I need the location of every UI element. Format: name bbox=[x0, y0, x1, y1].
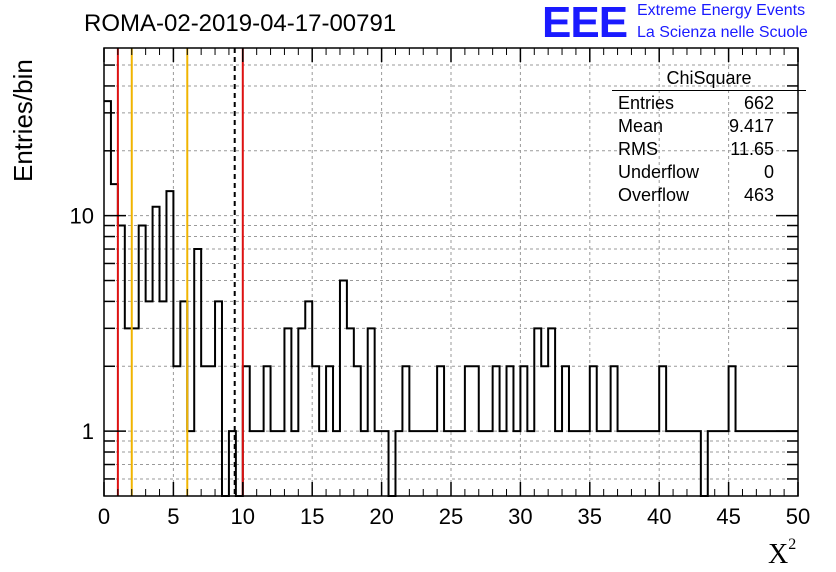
stats-label: Underflow bbox=[618, 162, 700, 182]
y-axis-label: Entries/bin bbox=[8, 59, 38, 182]
x-tick-label: 50 bbox=[786, 504, 810, 529]
stats-row-entries: Entries 662 bbox=[618, 92, 774, 115]
stats-box: ChiSquare Entries 662 Mean 9.417 RMS 11.… bbox=[612, 66, 806, 205]
y-tick-label: 10 bbox=[70, 204, 94, 229]
stats-row-mean: Mean 9.417 bbox=[618, 115, 774, 138]
x-tick-label: 30 bbox=[508, 504, 532, 529]
x-tick-label: 15 bbox=[300, 504, 324, 529]
x-tick-label: 25 bbox=[439, 504, 463, 529]
stats-divider bbox=[612, 90, 806, 91]
stats-row-overflow: Overflow 463 bbox=[618, 184, 774, 207]
x-tick-label: 45 bbox=[716, 504, 740, 529]
stats-row-underflow: Underflow 0 bbox=[618, 161, 774, 184]
x-tick-label: 20 bbox=[369, 504, 393, 529]
x-tick-label: 5 bbox=[167, 504, 179, 529]
logo-subtitle-1: Extreme Energy Events bbox=[637, 2, 806, 19]
stats-label: RMS bbox=[618, 139, 658, 159]
histogram-outline bbox=[104, 100, 798, 497]
chart-title: ROMA-02-2019-04-17-00791 bbox=[84, 10, 397, 37]
eee-logo: EEE bbox=[542, 0, 628, 47]
stats-label: Overflow bbox=[618, 185, 690, 205]
x-tick-label: 40 bbox=[647, 504, 671, 529]
stats-value: 463 bbox=[743, 185, 774, 205]
y-tick-label: 1 bbox=[82, 419, 94, 444]
stats-label: Mean bbox=[618, 116, 664, 136]
stats-value: 0 bbox=[763, 162, 774, 182]
x-tick-label: 0 bbox=[98, 504, 110, 529]
stats-value: 662 bbox=[743, 93, 774, 113]
stats-row-rms: RMS 11.65 bbox=[618, 138, 774, 161]
stats-label: Entries bbox=[618, 93, 675, 113]
x-tick-label: 10 bbox=[231, 504, 255, 529]
x-axis-label: X2 bbox=[768, 536, 797, 570]
stats-value: 9.417 bbox=[728, 116, 774, 136]
stats-title: ChiSquare bbox=[666, 68, 752, 88]
stats-value: 11.65 bbox=[730, 139, 774, 159]
x-tick-label: 35 bbox=[578, 504, 602, 529]
logo-subtitle-2: La Scienza nelle Scuole bbox=[637, 24, 808, 41]
